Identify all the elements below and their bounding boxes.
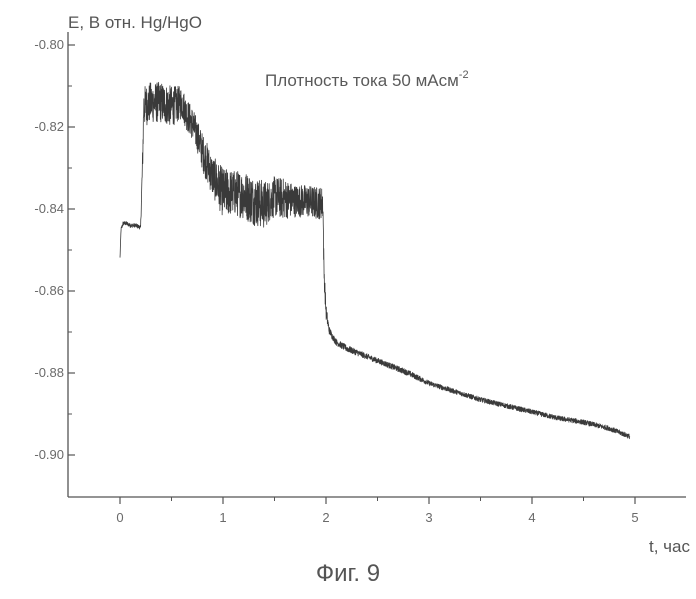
current-density-annotation: Плотность тока 50 мАсм-2 [265,69,469,90]
x-tick-label: 1 [219,510,226,525]
potential-time-chart: -0.80 -0.82 -0.84 -0.86 -0.88 -0.90 0 1 2 3 4 5 E,… [0,0,696,560]
y-axis-title: E, В отн. Hg/HgO [68,13,202,32]
y-tick-label: -0.84 [34,201,64,216]
x-axis-title: t, час [649,537,690,556]
x-tick-label: 4 [528,510,535,525]
axes: -0.80 -0.82 -0.84 -0.86 -0.88 -0.90 0 1 2 3 4 5 [34,32,686,525]
y-tick-label: -0.90 [34,447,64,462]
y-tick-label: -0.80 [34,37,64,52]
y-tick-label: -0.86 [34,283,64,298]
y-tick-label: -0.88 [34,365,64,380]
x-tick-label: 3 [425,510,432,525]
y-ticks: -0.80 -0.82 -0.84 -0.86 -0.88 -0.90 [34,37,75,462]
figure-caption: Фиг. 9 [0,560,696,588]
series-layer [120,82,630,438]
annotation-superscript: -2 [459,69,469,81]
potential-series-line [120,82,630,438]
annotation-text: Плотность тока 50 мАсм [265,71,459,90]
x-ticks: 0 1 2 3 4 5 [116,497,638,525]
x-tick-label: 5 [631,510,638,525]
x-tick-label: 0 [116,510,123,525]
y-tick-label: -0.82 [34,119,64,134]
x-tick-label: 2 [322,510,329,525]
